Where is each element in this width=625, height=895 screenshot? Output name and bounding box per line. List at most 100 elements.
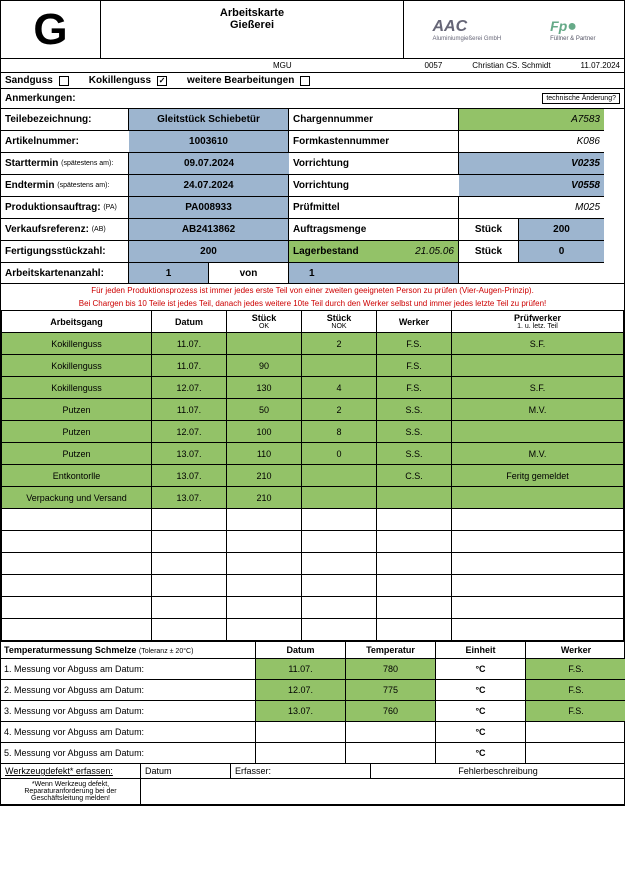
th-datum: Datum bbox=[152, 311, 227, 333]
footer-blank bbox=[141, 779, 625, 805]
f-datum: Datum bbox=[141, 764, 231, 779]
meta-date: 11.07.2024 bbox=[581, 61, 620, 70]
vor1-lbl: Vorrichtung bbox=[289, 153, 459, 175]
tech-aenderung-box[interactable]: technische Änderung? bbox=[542, 93, 620, 104]
temp-row: 3. Messung vor Abguss am Datum:13.07.760… bbox=[1, 701, 624, 722]
vor2-lbl: Vorrichtung bbox=[289, 175, 459, 197]
kokillenguss-label: Kokillenguss bbox=[89, 75, 151, 86]
temp-row: 4. Messung vor Abguss am Datum:°C bbox=[1, 722, 624, 743]
table-row: Putzen13.07.1100S.S.M.V. bbox=[2, 443, 624, 465]
meta-name: Christian CS. Schmidt bbox=[472, 61, 550, 70]
fert-val: 200 bbox=[129, 241, 289, 263]
f-erfasser: Erfasser: bbox=[231, 764, 371, 779]
title-1: Arbeitskarte bbox=[220, 7, 284, 19]
table-row bbox=[2, 553, 624, 575]
end-val: 24.07.2024 bbox=[129, 175, 289, 197]
pruef-lbl: Prüfmittel bbox=[289, 197, 459, 219]
sandguss-check[interactable] bbox=[59, 76, 69, 86]
lager-val: 0 bbox=[519, 241, 604, 263]
weitere-check[interactable] bbox=[300, 76, 310, 86]
th-arbeitsgang: Arbeitsgang bbox=[2, 311, 152, 333]
title-box: Arbeitskarte Gießerei bbox=[101, 1, 404, 58]
header: G Arbeitskarte Gießerei AAC Aluminiumgie… bbox=[1, 1, 624, 59]
guss-row: Sandguss Kokillenguss ✓ weitere Bearbeit… bbox=[1, 73, 624, 89]
meta-row: MGU 0057 Christian CS. Schmidt 11.07.202… bbox=[1, 59, 624, 73]
pruef-val: M025 bbox=[459, 197, 604, 219]
footer-note: *Wenn Werkzeug defekt, Reparaturanforder… bbox=[1, 779, 141, 805]
prod-lbl: Produktionsauftrag: (PA) bbox=[1, 197, 129, 219]
table-row: Putzen11.07.502S.S.M.V. bbox=[2, 399, 624, 421]
table-row bbox=[2, 509, 624, 531]
start-lbl: Starttermin (spätestens am): bbox=[1, 153, 129, 175]
page: G Arbeitskarte Gießerei AAC Aluminiumgie… bbox=[0, 0, 625, 806]
stueck-lbl: Stück bbox=[459, 219, 519, 241]
red-note-2: Bei Chargen bis 10 Teile ist jedes Teil,… bbox=[1, 297, 624, 310]
temp-h-datum: Datum bbox=[256, 642, 346, 658]
th-nok: StückNOK bbox=[302, 311, 377, 333]
ak-m: 1 bbox=[289, 263, 459, 283]
work-table: Arbeitsgang Datum StückOK StückNOK Werke… bbox=[1, 310, 624, 641]
start-val: 09.07.2024 bbox=[129, 153, 289, 175]
auftr-lbl: Auftragsmenge bbox=[289, 219, 459, 241]
temp-row: 2. Messung vor Abguss am Datum:12.07.775… bbox=[1, 680, 624, 701]
table-row: Kokillenguss11.07.90F.S. bbox=[2, 355, 624, 377]
table-row: Entkontorlle13.07.210C.S.Feritg gemeldet bbox=[2, 465, 624, 487]
table-row: Kokillenguss12.07.1304F.S.S.F. bbox=[2, 377, 624, 399]
fert-lbl: Fertigungsstückzahl: bbox=[1, 241, 129, 263]
artikel-val: 1003610 bbox=[129, 131, 289, 153]
anm-label: Anmerkungen: bbox=[5, 93, 76, 104]
auftr-val: 200 bbox=[519, 219, 604, 241]
chargen-lbl: Chargennummer bbox=[289, 109, 459, 131]
logo-2: Fp● Füllner & Partner bbox=[550, 18, 595, 42]
anmerkungen-row: Anmerkungen: technische Änderung? bbox=[1, 89, 624, 109]
ak-row: Arbeitskartenanzahl: 1 von 1 bbox=[1, 263, 624, 284]
info-grid: Teilebezeichnung: Gleitstück Schiebetür … bbox=[1, 109, 624, 263]
sandguss-label: Sandguss bbox=[5, 75, 53, 86]
teile-lbl: Teilebezeichnung: bbox=[1, 109, 129, 131]
logo-1: AAC Aluminiumgießerei GmbH bbox=[432, 18, 501, 42]
table-row: Kokillenguss11.07.2F.S.S.F. bbox=[2, 333, 624, 355]
temp-title: Temperaturmessung Schmelze (Toleranz ± 2… bbox=[1, 642, 256, 658]
verk-lbl: Verkaufsreferenz: (AB) bbox=[1, 219, 129, 241]
artikel-lbl: Artikelnummer: bbox=[1, 131, 129, 153]
vor2-val: V0558 bbox=[459, 175, 604, 197]
meta-mgu: MGU bbox=[273, 61, 292, 70]
end-lbl: Endtermin (spätestens am): bbox=[1, 175, 129, 197]
temp-header: Temperaturmessung Schmelze (Toleranz ± 2… bbox=[1, 641, 624, 659]
formk-lbl: Formkastennummer bbox=[289, 131, 459, 153]
verk-val: AB2413862 bbox=[129, 219, 289, 241]
table-row bbox=[2, 597, 624, 619]
temp-h-werker: Werker bbox=[526, 642, 625, 658]
table-row bbox=[2, 619, 624, 641]
teile-val: Gleitstück Schiebetür bbox=[129, 109, 289, 131]
lager-lbl: Lagerbestand21.05.06 bbox=[289, 241, 459, 263]
letter-g: G bbox=[1, 1, 101, 58]
table-row bbox=[2, 575, 624, 597]
prod-val: PA008933 bbox=[129, 197, 289, 219]
temp-row: 1. Messung vor Abguss am Datum:11.07.780… bbox=[1, 659, 624, 680]
vor1-val: V0235 bbox=[459, 153, 604, 175]
stueck-lbl-2: Stück bbox=[459, 241, 519, 263]
kokillenguss-check[interactable]: ✓ bbox=[157, 76, 167, 86]
temp-row: 5. Messung vor Abguss am Datum:°C bbox=[1, 743, 624, 764]
temp-h-einheit: Einheit bbox=[436, 642, 526, 658]
th-ok: StückOK bbox=[227, 311, 302, 333]
red-note-1: Für jeden Produktionsprozess ist immer j… bbox=[1, 284, 624, 297]
formk-val: K086 bbox=[459, 131, 604, 153]
ak-von: von bbox=[209, 263, 289, 283]
table-row: Verpackung und Versand13.07.210 bbox=[2, 487, 624, 509]
weitere-label: weitere Bearbeitungen bbox=[187, 75, 294, 86]
footer: Werkzeugdefekt* erfassen: Datum Erfasser… bbox=[1, 764, 624, 805]
f-werkzeug: Werkzeugdefekt* erfassen: bbox=[1, 764, 141, 779]
title-2: Gießerei bbox=[230, 19, 274, 31]
ak-n: 1 bbox=[129, 263, 209, 283]
th-werker: Werker bbox=[377, 311, 452, 333]
table-row bbox=[2, 531, 624, 553]
chargen-val: A7583 bbox=[459, 109, 604, 131]
th-pruef: Prüfwerker1. u. letz. Teil bbox=[452, 311, 624, 333]
f-fehler: Fehlerbeschreibung bbox=[371, 764, 625, 779]
temp-h-temp: Temperatur bbox=[346, 642, 436, 658]
meta-num: 0057 bbox=[425, 61, 443, 70]
logo-box: AAC Aluminiumgießerei GmbH Fp● Füllner &… bbox=[404, 1, 624, 58]
ak-lbl: Arbeitskartenanzahl: bbox=[1, 263, 129, 283]
